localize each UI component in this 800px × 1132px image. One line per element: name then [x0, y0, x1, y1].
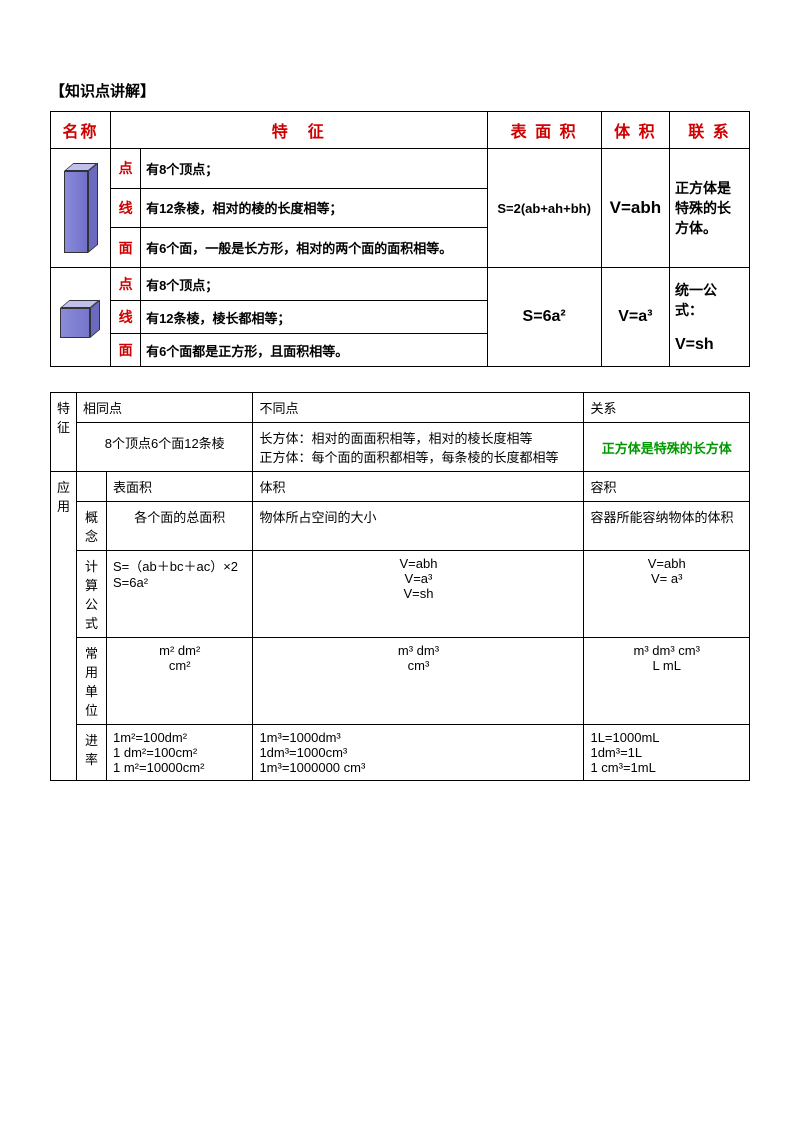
- t2-feature-lbl: 特征: [51, 393, 77, 472]
- cube-surface: S=6a²: [487, 268, 601, 367]
- t2-c2: 物体所占空间的大小: [253, 502, 584, 551]
- t2-u1: m² dm² cm²: [107, 638, 253, 725]
- cuboid-pt-dian: 点: [111, 149, 141, 189]
- rel2-label: 统一公式：: [675, 282, 717, 318]
- cuboid-shape-cell: [51, 149, 111, 268]
- t2-concept-lbl: 概念: [77, 502, 107, 551]
- page-title: 【知识点讲解】: [50, 80, 750, 101]
- shapes-table: 名称 特 征 表 面 积 体 积 联 系 点 有8个顶点； S=2(ab+ah+…: [50, 111, 750, 367]
- t2-app-lbl: 应用: [51, 472, 77, 781]
- t2-u3: m³ dm³ cm³ L mL: [584, 638, 750, 725]
- t2-c3: 容器所能容纳物体的体积: [584, 502, 750, 551]
- cuboid-volume: V=abh: [601, 149, 669, 268]
- cube-pt-xian: 线: [111, 301, 141, 334]
- relation-2: 统一公式： V=sh: [670, 268, 750, 367]
- cube-pt-mian: 面: [111, 334, 141, 367]
- hdr-surface: 表 面 积: [487, 112, 601, 149]
- cuboid-pt-mian: 面: [111, 228, 141, 268]
- t2-volume-hdr: 体积: [253, 472, 584, 502]
- t2-same-hdr: 相同点: [77, 393, 253, 423]
- cuboid-icon: [64, 163, 98, 253]
- t2-r1: 1m²=100dm² 1 dm²=100cm² 1 m²=10000cm²: [107, 725, 253, 781]
- cube-pt-dian: 点: [111, 268, 141, 301]
- t2-formula-lbl: 计算公式: [77, 551, 107, 638]
- cuboid-dian: 有8个顶点；: [141, 149, 487, 189]
- t2-diff-hdr: 不同点: [253, 393, 584, 423]
- t2-diff: 长方体：相对的面面积相等，相对的棱长度相等 正方体：每个面的面积都相等，每条棱的…: [253, 423, 584, 472]
- t2-f3: V=abh V= a³: [584, 551, 750, 638]
- t2-unit-lbl: 常用单位: [77, 638, 107, 725]
- cube-icon: [60, 300, 102, 342]
- t2-capacity-hdr: 容积: [584, 472, 750, 502]
- hdr-feature: 特 征: [111, 112, 487, 149]
- rel2-formula: V=sh: [675, 336, 714, 353]
- hdr-name: 名称: [51, 112, 111, 149]
- cuboid-surface: S=2(ab+ah+bh): [487, 149, 601, 268]
- t2-rate-lbl: 进率: [77, 725, 107, 781]
- cuboid-mian: 有6个面，一般是长方形，相对的两个面的面积相等。: [141, 228, 487, 268]
- t2-rel-hdr: 关系: [584, 393, 750, 423]
- cube-mian: 有6个面都是正方形，且面积相等。: [141, 334, 487, 367]
- cube-volume: V=a³: [601, 268, 669, 367]
- t2-f1: S=（ab＋bc＋ac）×2 S=6a²: [107, 551, 253, 638]
- t2-rel: 正方体是特殊的长方体: [584, 423, 750, 472]
- cube-dian: 有8个顶点；: [141, 268, 487, 301]
- relation-1: 正方体是特殊的长方体。: [670, 149, 750, 268]
- t2-f2: V=abh V=a³ V=sh: [253, 551, 584, 638]
- comparison-table: 特征 相同点 不同点 关系 8个顶点6个面12条棱 长方体：相对的面面积相等，相…: [50, 392, 750, 781]
- cube-shape-cell: [51, 268, 111, 367]
- t2-surface-hdr: 表面积: [107, 472, 253, 502]
- hdr-volume: 体 积: [601, 112, 669, 149]
- cuboid-pt-xian: 线: [111, 188, 141, 228]
- t2-same: 8个顶点6个面12条棱: [77, 423, 253, 472]
- t2-c1: 各个面的总面积: [107, 502, 253, 551]
- cube-xian: 有12条棱，棱长都相等；: [141, 301, 487, 334]
- t2-r2: 1m³=1000dm³ 1dm³=1000cm³ 1m³=1000000 cm³: [253, 725, 584, 781]
- cuboid-xian: 有12条棱，相对的棱的长度相等；: [141, 188, 487, 228]
- t2-u2: m³ dm³ cm³: [253, 638, 584, 725]
- t2-r3: 1L=1000mL 1dm³=1L 1 cm³=1mL: [584, 725, 750, 781]
- hdr-relation: 联 系: [670, 112, 750, 149]
